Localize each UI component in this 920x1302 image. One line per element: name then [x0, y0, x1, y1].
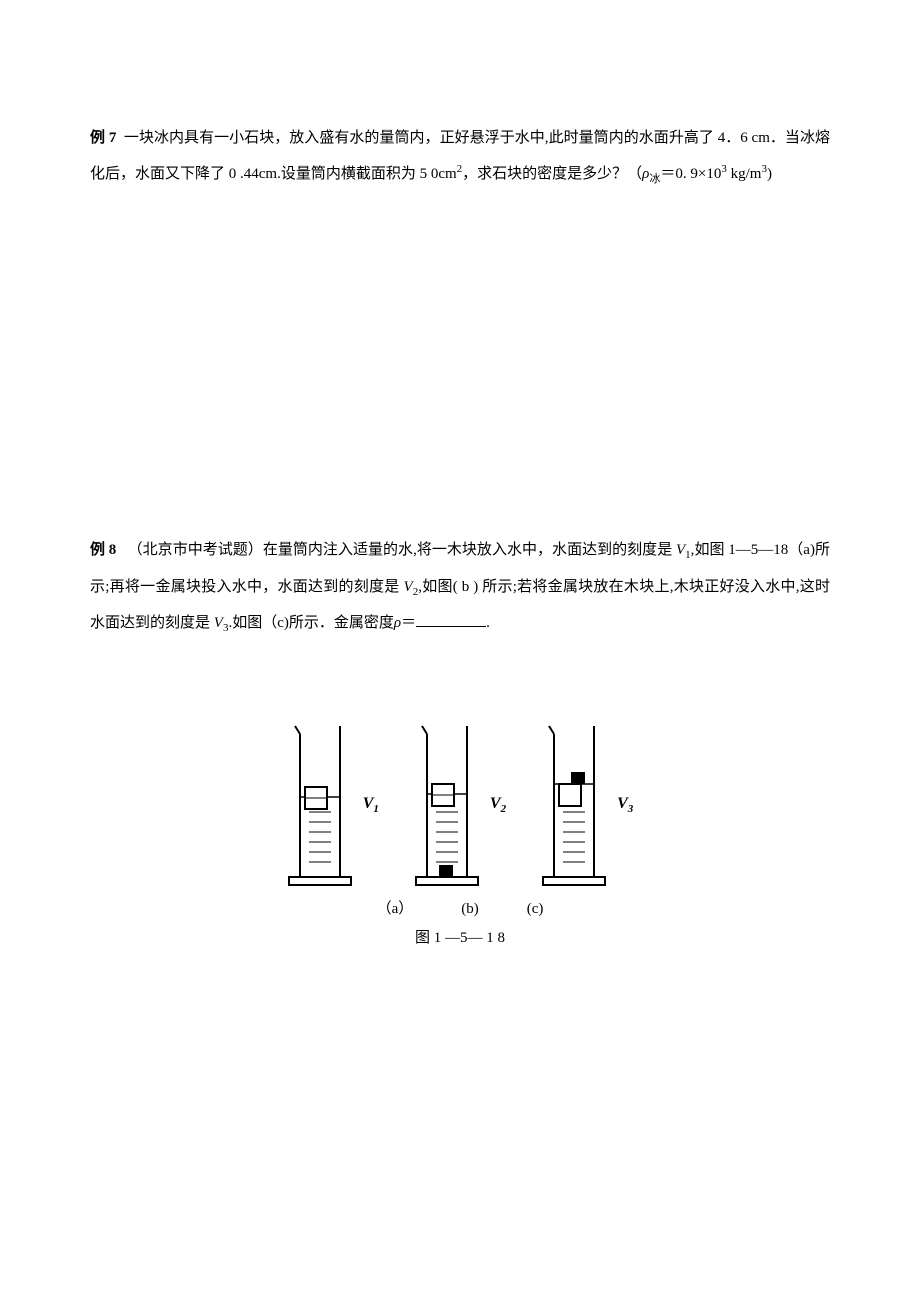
- figure-container: V1 V2: [90, 722, 830, 949]
- figure-caption: 图 1 —5— 1 8: [90, 928, 830, 949]
- problem-7-text-2: ，求石块的密度是多少？（: [462, 166, 642, 182]
- spacing-gap: [90, 272, 830, 532]
- problem-7: 例 7 一块冰内具有一小石块，放入盛有水的量筒内，正好悬浮于水中,此时量筒内的水…: [90, 120, 830, 192]
- cylinder-c-icon: [541, 722, 607, 887]
- cylinder-c-unit: V3: [541, 722, 633, 887]
- v2-symbol: V: [404, 579, 413, 595]
- closing-paren: ): [767, 166, 772, 182]
- cylinder-b-unit: V2: [414, 722, 506, 887]
- cylinders-row: V1 V2: [90, 722, 830, 887]
- v1-symbol: V: [676, 542, 685, 558]
- unit-kg-m: kg/m: [727, 166, 762, 182]
- equals-8: ＝: [401, 615, 416, 631]
- cylinder-a-unit: V1: [287, 722, 379, 887]
- cylinder-b-icon: [414, 722, 480, 887]
- sublabel-a: （a）: [377, 899, 414, 920]
- problem-8-text-1: 在量筒内注入适量的水,将一木块放入水中，水面达到的刻度是: [263, 542, 676, 558]
- v1-figure-label: V1: [363, 785, 379, 823]
- problem-8-text-4: .如图（c)所示．金属密度: [228, 615, 393, 631]
- sublabel-c: (c): [527, 899, 544, 920]
- final-period: .: [486, 615, 490, 631]
- problem-8-source: （北京市中考试题）: [128, 542, 263, 558]
- cylinder-a-icon: [287, 722, 353, 887]
- problem-7-label: 例 7: [90, 130, 116, 146]
- rho-symbol-8: ρ: [394, 615, 401, 631]
- v3-symbol: V: [214, 615, 223, 631]
- rho-equals: ＝0. 9×10: [660, 166, 721, 182]
- answer-blank: [416, 612, 486, 627]
- problem-8: 例 8 （北京市中考试题）在量筒内注入适量的水,将一木块放入水中，水面达到的刻度…: [90, 532, 830, 641]
- rho-sub: 冰: [649, 173, 660, 185]
- v3-figure-label: V3: [617, 785, 633, 823]
- problem-8-label: 例 8: [90, 542, 116, 558]
- sublabel-b: (b): [461, 899, 479, 920]
- sub-labels-row: （a） (b) (c): [90, 899, 830, 920]
- v2-figure-label: V2: [490, 785, 506, 823]
